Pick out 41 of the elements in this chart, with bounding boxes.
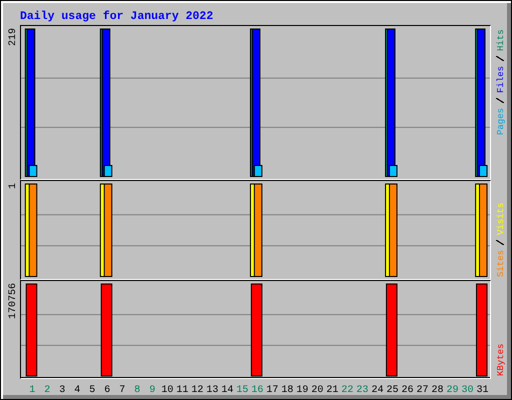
legend-label: Pages — [496, 108, 506, 135]
text: 1 — [8, 182, 19, 189]
text: Hits — [496, 29, 506, 51]
text: Visits — [496, 202, 506, 235]
x-tick-label: 27 — [416, 385, 428, 396]
x-tick-label: 24 — [371, 385, 384, 396]
x-tick-label: 26 — [401, 385, 414, 396]
x-tick-label: 12 — [191, 385, 204, 396]
x-tick-label: 9 — [149, 385, 156, 396]
x-tick-label: 8 — [134, 385, 140, 396]
x-tick-label: 18 — [281, 385, 294, 396]
x-tick-label: 6 — [104, 385, 110, 396]
x-tick-label: 2 — [44, 385, 50, 396]
x-tick-label: 11 — [176, 385, 188, 396]
x-tick-label: 28 — [431, 385, 444, 396]
x-tick-label: 14 — [221, 385, 234, 396]
legend-label: Files — [496, 66, 506, 93]
x-tick-label: 31 — [476, 385, 489, 396]
x-tick-label: 22 — [341, 385, 354, 396]
x-tick-label: 25 — [386, 385, 398, 396]
x-tick-label: 4 — [74, 385, 80, 396]
x-tick-label: 21 — [326, 385, 338, 396]
x-tick-label: 13 — [206, 385, 218, 396]
x-tick-label: 10 — [161, 385, 174, 396]
x-tick-label: 19 — [296, 385, 308, 396]
text: KBytes — [496, 344, 506, 376]
text: 170756 — [8, 282, 19, 319]
x-tick-label: 17 — [266, 385, 278, 396]
x-tick-label: 16 — [251, 385, 264, 396]
x-tick-label: 30 — [461, 385, 474, 396]
legend-label: Sites — [496, 250, 506, 277]
x-tick-label: 5 — [89, 385, 96, 396]
chart-title: Daily usage for January 2022 — [20, 10, 214, 24]
x-tick-label: 23 — [356, 385, 368, 396]
x-tick-label: 1 — [29, 385, 36, 396]
x-tick-label: 7 — [119, 385, 126, 396]
x-tick-label: 20 — [311, 385, 324, 396]
text: 219 — [8, 28, 19, 46]
x-tick-label: 3 — [59, 385, 66, 396]
x-tick-label: 15 — [236, 385, 248, 396]
x-tick-label: 29 — [446, 385, 458, 396]
